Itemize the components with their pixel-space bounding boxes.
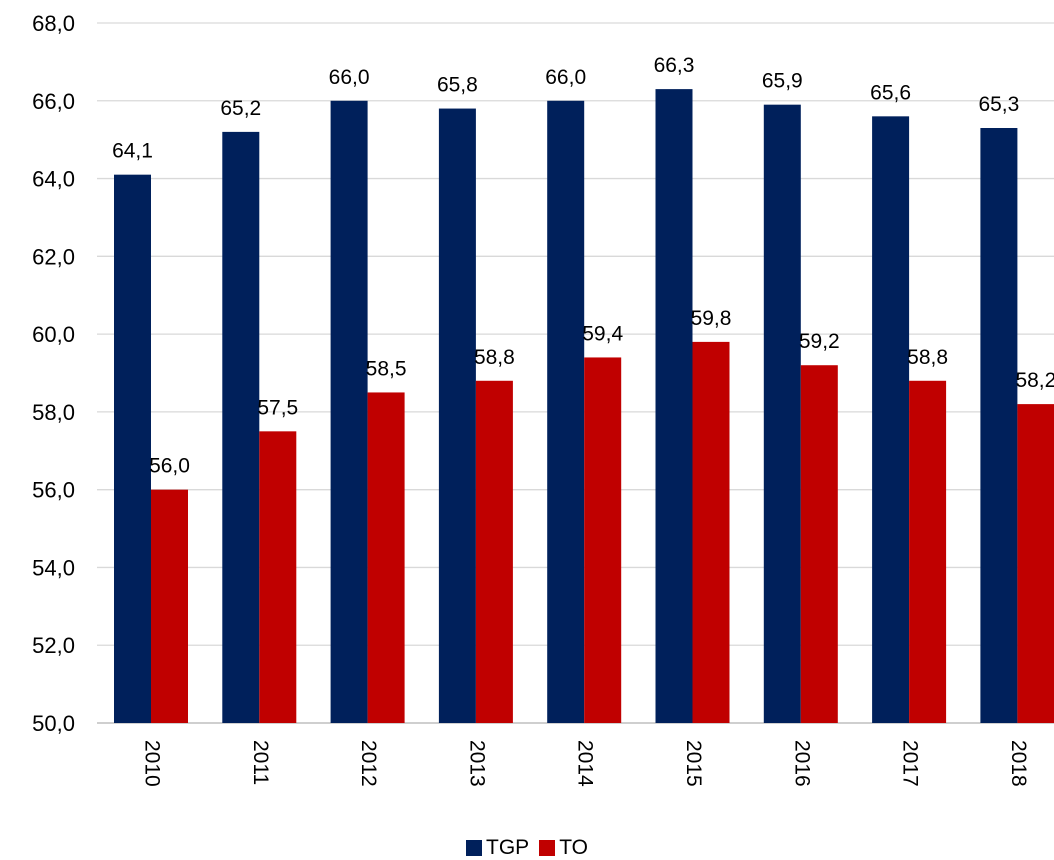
data-label-to-2013: 58,8 xyxy=(474,346,515,369)
data-label-tgp-2013: 65,8 xyxy=(437,74,478,97)
y-tick-label: 56,0 xyxy=(32,478,75,503)
data-label-tgp-2015: 66,3 xyxy=(654,54,695,77)
x-tick-label: 2011 xyxy=(249,740,272,785)
bar-to-2018 xyxy=(1017,404,1054,723)
x-tick-label: 2016 xyxy=(790,740,813,787)
y-tick-label: 66,0 xyxy=(32,89,75,114)
bars xyxy=(114,89,1054,724)
data-label-tgp-2017: 65,6 xyxy=(870,81,911,104)
legend-label-tgp: TGP xyxy=(486,836,530,859)
x-tick-label: 2013 xyxy=(465,740,488,787)
bar-tgp-2013 xyxy=(438,108,476,724)
bar-tgp-2016 xyxy=(763,104,801,723)
y-tick-label: 60,0 xyxy=(32,322,75,347)
data-label-tgp-2016: 65,9 xyxy=(762,70,803,93)
bar-to-2012 xyxy=(367,392,405,723)
y-tick-label: 68,0 xyxy=(32,11,75,36)
data-label-to-2014: 59,4 xyxy=(582,322,623,345)
x-tick-label: 2012 xyxy=(357,740,380,787)
data-label-to-2015: 59,8 xyxy=(691,307,732,330)
legend-item-tgp: TGP xyxy=(466,836,529,860)
legend-label-to: TO xyxy=(559,836,588,859)
x-tick-label: 2014 xyxy=(574,740,597,787)
bar-tgp-2011 xyxy=(222,131,260,723)
y-tick-label: 62,0 xyxy=(32,244,75,269)
data-label-to-2011: 57,5 xyxy=(257,396,298,419)
y-tick-label: 58,0 xyxy=(32,400,75,425)
data-label-tgp-2014: 66,0 xyxy=(545,66,586,89)
x-tick-label: 2010 xyxy=(140,740,163,787)
bar-to-2016 xyxy=(800,365,838,723)
data-label-tgp-2011: 65,2 xyxy=(220,97,261,120)
bar-tgp-2010 xyxy=(114,174,151,723)
bar-to-2010 xyxy=(151,489,188,723)
x-tick-label: 2017 xyxy=(899,740,922,787)
bar-tgp-2015 xyxy=(655,89,693,724)
data-label-to-2018: 58,2 xyxy=(1015,369,1054,392)
legend: TGP TO xyxy=(0,836,1054,860)
legend-swatch-to xyxy=(539,840,556,856)
data-label-tgp-2012: 66,0 xyxy=(329,66,370,89)
bar-to-2015 xyxy=(692,341,730,723)
y-tick-label: 50,0 xyxy=(32,711,75,736)
data-label-to-2017: 58,8 xyxy=(907,346,948,369)
data-labels: 64,1 56,0 65,2 57,5 66,0 58,5 65,8 58,8 66,0 59,4… xyxy=(112,54,1054,478)
bar-tgp-2018 xyxy=(980,128,1018,723)
bar-tgp-2017 xyxy=(872,116,910,724)
bar-to-2014 xyxy=(584,357,622,723)
x-tick-label: 2018 xyxy=(1007,740,1030,787)
y-tick-label: 52,0 xyxy=(32,633,75,658)
data-label-to-2012: 58,5 xyxy=(366,357,407,380)
bar-tgp-2012 xyxy=(330,100,368,724)
y-axis-tick-labels: 50,0 52,0 54,0 56,0 58,0 60,0 62,0 64,0 66,0 68,0 xyxy=(32,11,75,736)
data-label-tgp-2010: 64,1 xyxy=(112,140,153,163)
bar-to-2017 xyxy=(909,380,947,723)
x-tick-label: 2015 xyxy=(682,740,705,787)
legend-item-to: TO xyxy=(539,836,588,860)
bar-chart: 50,0 52,0 54,0 56,0 58,0 60,0 62,0 64,0 66,0 68,0… xyxy=(32,11,1054,787)
data-label-to-2010: 56,0 xyxy=(149,455,190,478)
bar-tgp-2014 xyxy=(547,100,585,724)
data-label-tgp-2018: 65,3 xyxy=(978,93,1019,116)
bar-to-2013 xyxy=(475,380,513,723)
data-label-to-2016: 59,2 xyxy=(799,330,840,353)
y-tick-label: 64,0 xyxy=(32,167,75,192)
legend-swatch-tgp xyxy=(466,840,483,856)
x-axis-category-labels: 2010 2011 2012 2013 2014 2015 2016 2017 2018 xyxy=(140,740,1029,787)
bar-to-2011 xyxy=(259,431,297,723)
y-tick-label: 54,0 xyxy=(32,555,75,580)
